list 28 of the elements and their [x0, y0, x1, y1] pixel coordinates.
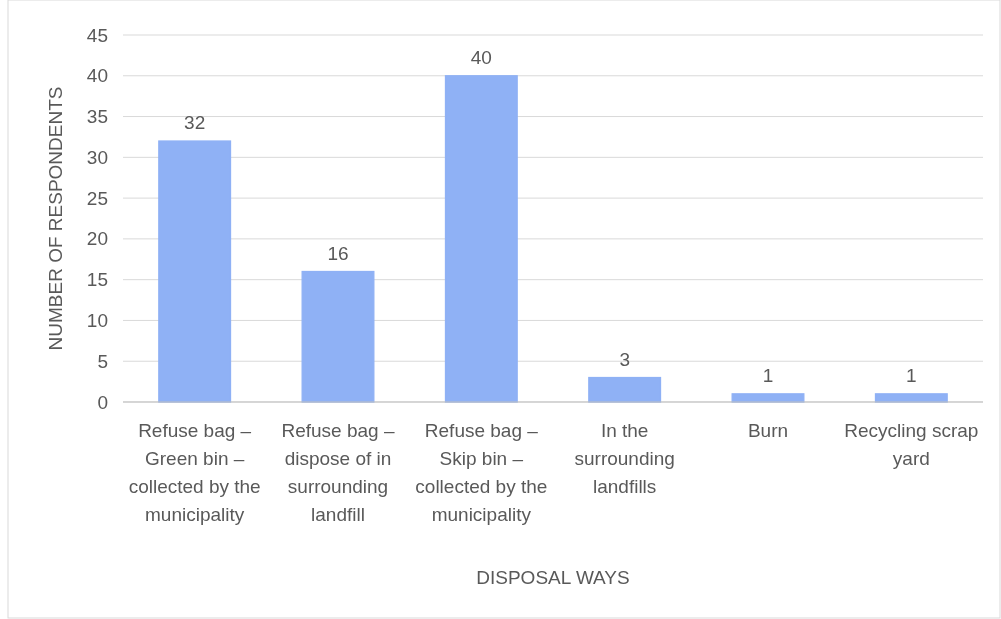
data-label: 40 — [470, 46, 492, 68]
x-tick-label: Burn — [747, 420, 789, 441]
y-tick-label: 30 — [86, 146, 108, 168]
bar — [444, 75, 518, 403]
x-tick-label: Refuse bag – Green bin – collected by the municipality — [128, 420, 261, 525]
bar — [301, 270, 375, 403]
data-label: 16 — [327, 242, 349, 264]
data-label: 1 — [906, 364, 917, 386]
y-tick-label: 40 — [86, 65, 108, 87]
y-tick-label: 10 — [86, 310, 108, 332]
y-tick-label: 25 — [86, 187, 108, 209]
x-tick-label: Recycling scrap yard — [844, 420, 979, 469]
bar — [588, 376, 662, 403]
y-tick-label: 45 — [86, 24, 108, 46]
y-tick-label: 0 — [97, 391, 108, 413]
y-axis-title: NUMBER OF RESPONDENTS — [45, 86, 66, 351]
x-axis-title: DISPOSAL WAYS — [476, 567, 630, 588]
data-label: 1 — [762, 364, 774, 386]
y-tick-label: 15 — [86, 269, 108, 291]
y-tick-label: 5 — [97, 350, 108, 372]
y-tick-label: 35 — [86, 106, 108, 128]
bar — [158, 140, 232, 403]
x-tick-label: Refuse bag – Skip bin – collected by the municipality — [415, 420, 548, 525]
data-label: 32 — [184, 112, 206, 134]
x-tick-label: In the surrounding landfills — [574, 420, 675, 497]
data-label: 3 — [619, 348, 630, 370]
x-tick-label: Refuse bag – dispose of in surrounding landfill — [281, 420, 395, 525]
y-tick-label: 20 — [86, 228, 108, 250]
